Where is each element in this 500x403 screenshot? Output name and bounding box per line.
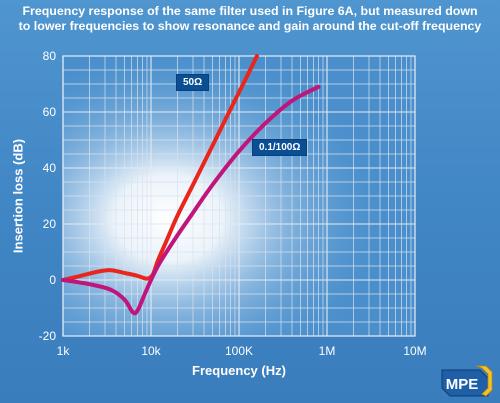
x-tick-label: 100K: [225, 344, 253, 358]
y-tick-label: 60: [43, 105, 57, 119]
series-line-1: [61, 84, 321, 316]
x-axis-label: Frequency (Hz): [192, 363, 286, 378]
logo-text: MPE: [446, 376, 479, 393]
y-tick-label: 80: [43, 49, 57, 63]
series-group: [61, 54, 321, 316]
plot-frame: [62, 55, 416, 337]
chart-title: Frequency response of the same filter us…: [0, 4, 500, 34]
legend-label-50-ohm: 50Ω: [176, 74, 210, 91]
legend-label-0-1-100-ohm: 0.1/100Ω: [252, 139, 308, 156]
y-axis-label-container: Insertion loss (dB): [8, 56, 28, 336]
chart-title-line-2: to lower frequencies to show resonance a…: [18, 19, 482, 33]
y-tick-label: 0: [49, 273, 56, 287]
mpe-logo: MPE: [441, 365, 493, 397]
y-axis-label: Insertion loss (dB): [10, 138, 26, 254]
y-tick-label: 40: [43, 161, 57, 175]
y-tick-label: 20: [43, 217, 57, 231]
tick-labels: 1k 10k 100K 1M 10M -20 0 20 40 60 80: [39, 49, 427, 358]
x-tick-label: 1k: [57, 344, 71, 358]
x-tick-label: 10M: [403, 344, 426, 358]
x-tick-label: 1M: [319, 344, 336, 358]
y-tick-label: -20: [39, 329, 57, 343]
x-tick-label: 10k: [141, 344, 161, 358]
grid-lines: [62, 55, 415, 337]
chart-title-line-1: Frequency response of the same filter us…: [22, 4, 478, 18]
